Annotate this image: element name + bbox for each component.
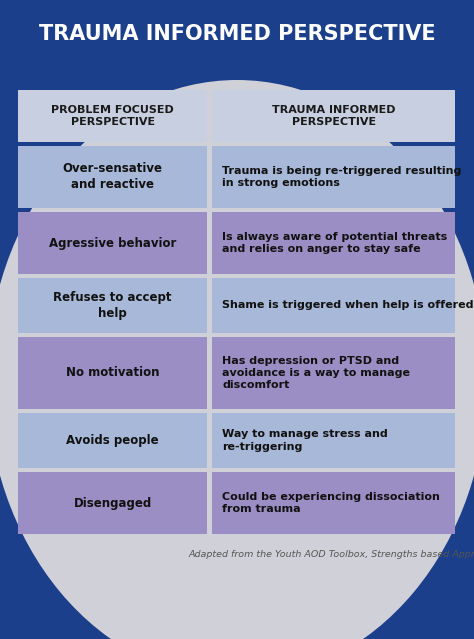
Ellipse shape — [0, 80, 474, 639]
Text: Avoids people: Avoids people — [66, 434, 159, 447]
FancyBboxPatch shape — [18, 212, 208, 274]
Text: Disengaged: Disengaged — [73, 497, 152, 509]
Text: TRAUMA INFORMED
PERSPECTIVE: TRAUMA INFORMED PERSPECTIVE — [272, 105, 395, 127]
FancyBboxPatch shape — [18, 278, 208, 333]
FancyBboxPatch shape — [212, 472, 455, 534]
Text: Over-sensative
and reactive: Over-sensative and reactive — [63, 162, 163, 192]
Text: Trauma is being re-triggered resulting
in strong emotions: Trauma is being re-triggered resulting i… — [222, 166, 462, 189]
FancyBboxPatch shape — [212, 413, 455, 468]
Text: Agressive behavior: Agressive behavior — [49, 236, 176, 249]
FancyBboxPatch shape — [18, 472, 208, 534]
Text: Is always aware of potential threats
and relies on anger to stay safe: Is always aware of potential threats and… — [222, 232, 448, 254]
Text: Could be experiencing dissociation
from trauma: Could be experiencing dissociation from … — [222, 492, 440, 514]
FancyBboxPatch shape — [18, 146, 208, 208]
FancyBboxPatch shape — [212, 212, 455, 274]
Text: Has depression or PTSD and
avoidance is a way to manage
discomfort: Has depression or PTSD and avoidance is … — [222, 355, 410, 390]
Text: Refuses to accept
help: Refuses to accept help — [54, 291, 172, 320]
Text: TRAUMA INFORMED PERSPECTIVE: TRAUMA INFORMED PERSPECTIVE — [39, 24, 435, 44]
Text: PROBLEM FOCUSED
PERSPECTIVE: PROBLEM FOCUSED PERSPECTIVE — [51, 105, 174, 127]
FancyBboxPatch shape — [212, 90, 455, 142]
Text: Shame is triggered when help is offered: Shame is triggered when help is offered — [222, 300, 474, 311]
FancyBboxPatch shape — [18, 337, 208, 409]
FancyBboxPatch shape — [18, 90, 208, 142]
FancyBboxPatch shape — [212, 337, 455, 409]
Text: Adapted from the Youth AOD Toolbox, Strengths based Approach: Adapted from the Youth AOD Toolbox, Stre… — [189, 550, 474, 559]
FancyBboxPatch shape — [18, 413, 208, 468]
Text: Way to manage stress and
re-triggering: Way to manage stress and re-triggering — [222, 429, 388, 452]
Text: No motivation: No motivation — [66, 367, 159, 380]
FancyBboxPatch shape — [212, 146, 455, 208]
FancyBboxPatch shape — [212, 278, 455, 333]
